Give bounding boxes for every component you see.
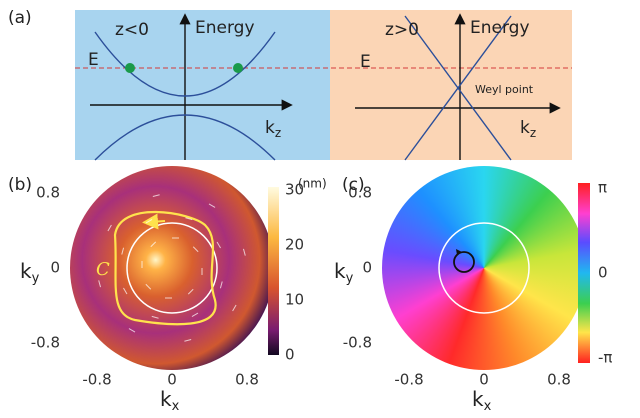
axis-label: ky	[20, 259, 40, 286]
flow-arrow	[145, 219, 153, 224]
loop-arrow	[142, 213, 166, 230]
colorbar-tick-label: 0	[598, 264, 608, 282]
fermi-point	[125, 63, 135, 73]
energy-label: E	[360, 52, 371, 72]
vortex-loop	[453, 251, 475, 273]
band	[94, 114, 276, 161]
x-tick-label: 0.8	[235, 371, 259, 389]
x-tick-label: 0	[479, 371, 489, 389]
flow-arrow	[107, 224, 112, 232]
colorbar	[578, 183, 590, 363]
axis-label: Energy	[470, 18, 530, 38]
flow-arrow	[216, 241, 221, 249]
colorbar-tick-label: -π	[598, 349, 612, 367]
panel-label: (a)	[8, 8, 32, 28]
k-sub: z	[530, 126, 536, 140]
k-sub: x	[484, 399, 492, 414]
flow-arrow	[184, 338, 192, 342]
y-tick-label: 0.8	[36, 184, 60, 202]
y-tick-label: -0.8	[343, 334, 372, 352]
x-tick-label: -0.8	[82, 371, 111, 389]
axis-label: ky	[334, 259, 354, 286]
flow-arrow	[152, 194, 160, 198]
flow-arrow	[192, 246, 199, 253]
band	[94, 31, 276, 97]
flow-arrow	[187, 288, 194, 295]
k-sub: x	[172, 399, 180, 414]
y-tick-label: -0.8	[31, 334, 60, 352]
colorbar-tick-label: π	[598, 179, 607, 197]
panel-label: (b)	[8, 175, 32, 195]
x-tick-label: -0.8	[394, 371, 423, 389]
flow-arrow	[150, 241, 157, 248]
flow-arrow	[128, 328, 136, 333]
k-sub: y	[346, 271, 354, 286]
colorbar-unit: (nm)	[298, 177, 327, 191]
colorbar-tick-label: 30	[285, 181, 304, 199]
flow-arrow	[242, 248, 246, 256]
k-sub: z	[275, 126, 281, 140]
k: k	[20, 259, 32, 283]
flow-arrow	[151, 315, 159, 319]
k: k	[520, 118, 530, 138]
region-label: z<0	[115, 20, 149, 40]
region-label: z>0	[385, 20, 419, 40]
colorbar	[268, 187, 279, 355]
energy-label: E	[88, 50, 99, 70]
magnetization-disk	[70, 166, 274, 370]
axis-label: kz	[265, 118, 281, 140]
fermi-point	[233, 63, 243, 73]
band	[404, 15, 512, 161]
x-tick-label: 0	[167, 371, 177, 389]
flow-arrow	[121, 247, 125, 255]
region-box	[75, 10, 330, 160]
flow-arrow	[145, 283, 152, 290]
y-tick-label: 0.8	[348, 184, 372, 202]
k: k	[334, 259, 346, 283]
k-sub: y	[32, 271, 40, 286]
flow-arrow	[208, 203, 216, 208]
k: k	[472, 387, 484, 411]
ring	[438, 222, 530, 314]
annotation: Weyl point	[475, 83, 534, 96]
flow-arrow	[98, 280, 102, 288]
phase-disk	[382, 166, 586, 370]
y-tick-label: 0	[50, 259, 60, 277]
axis-label: kx	[472, 387, 492, 414]
ring	[126, 222, 218, 314]
region-box	[330, 10, 572, 160]
colorbar-tick-label: 10	[285, 291, 304, 309]
flow-arrow	[185, 217, 193, 221]
x-tick-label: 0.8	[547, 371, 571, 389]
colorbar-tick-label: 0	[285, 346, 295, 364]
flow-arrow	[123, 287, 128, 295]
panel-label: (c)	[342, 175, 365, 195]
axis-label: kx	[160, 387, 180, 414]
loop-label: C	[96, 259, 110, 280]
k: k	[265, 118, 275, 138]
loop	[113, 210, 217, 326]
k: k	[160, 387, 172, 411]
axis-label: kz	[520, 118, 536, 140]
axis-label: Energy	[195, 18, 255, 38]
y-tick-label: 0	[362, 259, 372, 277]
vortex-arrow	[456, 249, 462, 255]
flow-arrow	[232, 304, 237, 312]
flow-arrow	[219, 281, 223, 289]
flow-arrow	[191, 312, 199, 317]
colorbar-tick-label: 20	[285, 236, 304, 254]
